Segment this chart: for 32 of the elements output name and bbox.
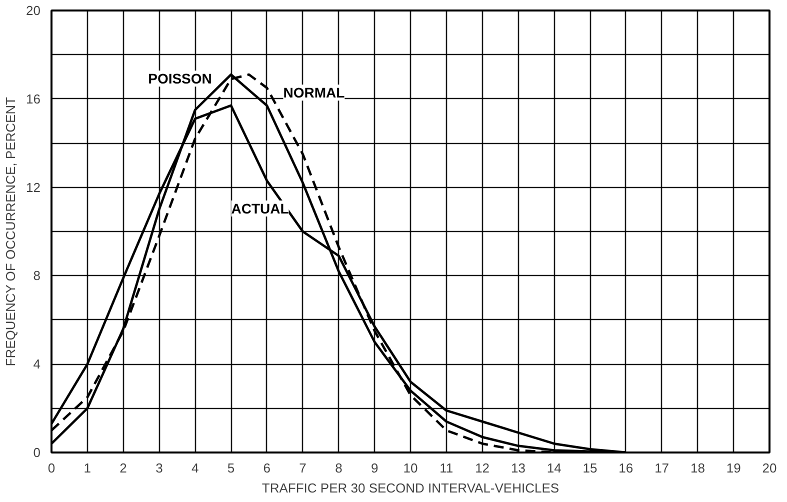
x-tick-label: 7 [299, 460, 306, 476]
x-tick-label: 1 [84, 460, 92, 476]
y-axis-title: FREQUENCY OF OCCURRENCE, PERCENT [3, 96, 18, 366]
x-tick-label: 6 [263, 460, 271, 476]
x-tick-label: 12 [475, 460, 490, 476]
x-tick-label: 0 [48, 460, 56, 476]
series-label: NORMAL [283, 84, 346, 101]
x-tick-label: 4 [191, 460, 199, 476]
x-tick-label: 8 [335, 460, 342, 476]
x-tick-label: 10 [403, 460, 418, 476]
x-tick-label: 2 [120, 460, 127, 476]
x-tick-label: 17 [654, 460, 670, 476]
x-tick-label: 11 [440, 460, 454, 476]
series-label: ACTUAL [231, 200, 290, 217]
x-tick-label: 5 [227, 460, 235, 476]
x-tick-label: 15 [582, 460, 598, 476]
x-tick-label: 19 [726, 460, 741, 476]
y-tick-label: 4 [33, 356, 41, 372]
y-tick-label: 8 [33, 268, 41, 284]
y-tick-label: 12 [26, 180, 41, 195]
x-tick-label: 3 [156, 460, 163, 476]
x-axis-title: TRAFFIC PER 30 SECOND INTERVAL-VEHICLES [262, 480, 560, 496]
x-tick-label: 18 [690, 460, 705, 476]
x-tick-label: 9 [370, 460, 378, 476]
x-tick-label: 14 [546, 460, 562, 476]
x-tick-label: 13 [510, 460, 526, 476]
x-tick-label: 16 [618, 460, 634, 476]
y-tick-label: 20 [26, 3, 41, 18]
y-tick-label: 0 [33, 445, 41, 460]
series-label: POISSON [148, 70, 212, 87]
y-tick-label: 16 [26, 91, 41, 106]
x-tick-label: 20 [762, 460, 777, 476]
